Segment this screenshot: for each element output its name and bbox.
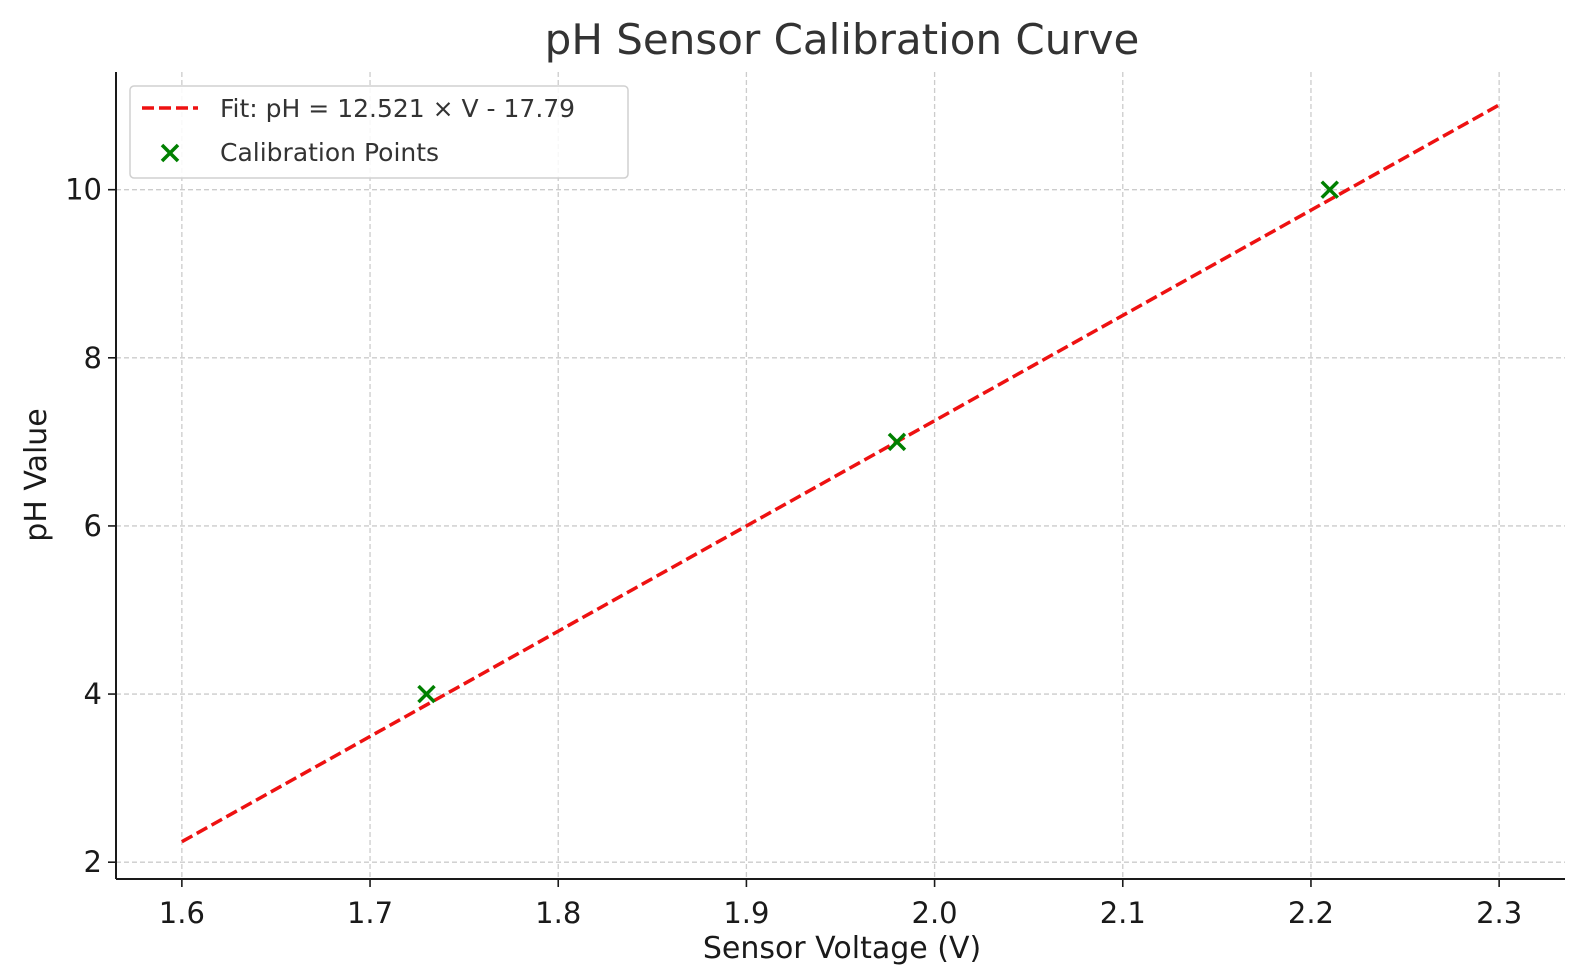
y-tick-label: 2 <box>84 845 102 879</box>
x-tick-label: 2.2 <box>1288 896 1334 930</box>
calibration-point <box>417 684 436 704</box>
legend-box <box>129 85 629 179</box>
x-ticks: 1.6 1.7 1.8 1.9 2.0 2.1 2.2 2.3 <box>159 879 1522 930</box>
x-tick-label: 1.8 <box>535 896 581 930</box>
x-tick-label: 1.6 <box>159 896 205 930</box>
calibration-point <box>1320 180 1340 199</box>
calibration-point <box>887 432 907 452</box>
fit-line <box>181 103 1500 844</box>
x-tick-label: 2.0 <box>912 896 958 930</box>
y-ticks: 2 4 6 8 10 <box>65 173 116 879</box>
x-tick-label: 2.3 <box>1476 896 1522 930</box>
y-tick-label: 6 <box>84 509 102 543</box>
legend-points-label: Calibration Points <box>220 138 439 167</box>
y-axis-label: pH Value <box>19 408 54 542</box>
y-tick-label: 4 <box>84 677 102 711</box>
x-tick-label: 1.7 <box>347 896 393 930</box>
x-tick-label: 2.1 <box>1100 896 1146 930</box>
y-tick-label: 8 <box>84 341 102 375</box>
chart-title: pH Sensor Calibration Curve <box>545 15 1140 64</box>
legend: Fit: pH = 12.521 × V - 17.79 Calibration… <box>129 85 629 179</box>
y-tick-label: 10 <box>65 173 102 207</box>
legend-points-swatch <box>160 143 180 163</box>
plot-series <box>181 103 1500 844</box>
legend-fit-label: Fit: pH = 12.521 × V - 17.79 <box>220 94 575 123</box>
grid <box>116 72 1565 879</box>
x-axis-label: Sensor Voltage (V) <box>703 931 981 966</box>
x-tick-label: 1.9 <box>723 896 769 930</box>
